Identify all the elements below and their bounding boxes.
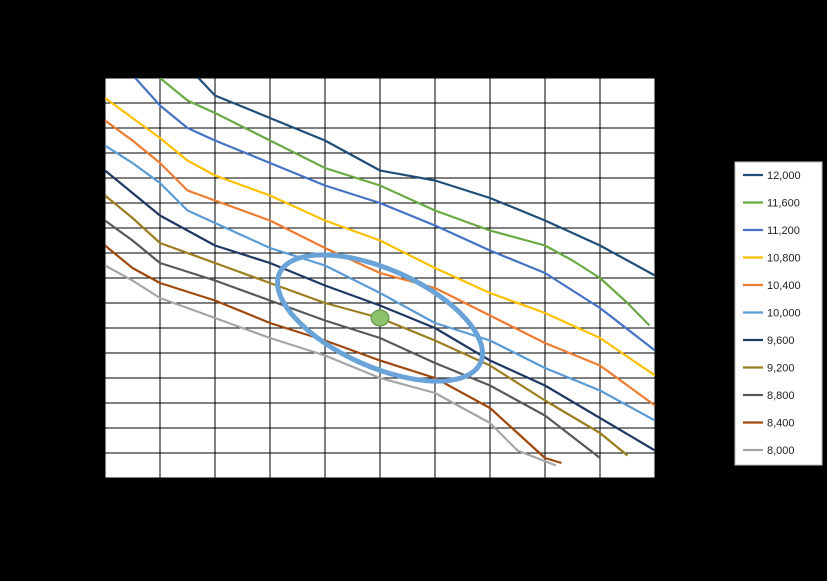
legend-label-10: 8,000 (767, 445, 795, 457)
series-layer (105, 78, 655, 467)
legend: 12,000 11,600 11,200 10,800 10,400 10,000 9,60… (734, 161, 823, 466)
highlight-ellipse (275, 252, 485, 384)
series-line-6 (105, 169, 655, 452)
legend-label-2: 11,200 (767, 225, 800, 237)
series-line-10 (105, 264, 557, 467)
series-line-5 (105, 144, 655, 422)
series-line-1 (159, 78, 651, 327)
series-line-4 (105, 119, 655, 407)
series-line-0 (197, 78, 655, 277)
legend-label-5: 10,000 (767, 308, 801, 320)
legend-label-4: 10,400 (767, 280, 801, 292)
legend-label-7: 9,200 (767, 363, 795, 375)
series-line-8 (105, 219, 601, 459)
annotation-layer (275, 252, 485, 384)
series-line-7 (105, 194, 629, 457)
series-line-2 (134, 78, 655, 352)
series-line-9 (105, 244, 562, 465)
legend-label-9: 8,400 (767, 418, 795, 430)
series-line-3 (105, 97, 655, 377)
data-marker (370, 309, 390, 327)
legend-label-1: 11,600 (767, 198, 800, 210)
legend-label-6: 9,600 (767, 335, 795, 347)
grid (104, 77, 656, 479)
legend-label-0: 12,000 (767, 170, 801, 182)
legend-label-8: 8,800 (767, 390, 795, 402)
legend-label-3: 10,800 (767, 253, 801, 265)
